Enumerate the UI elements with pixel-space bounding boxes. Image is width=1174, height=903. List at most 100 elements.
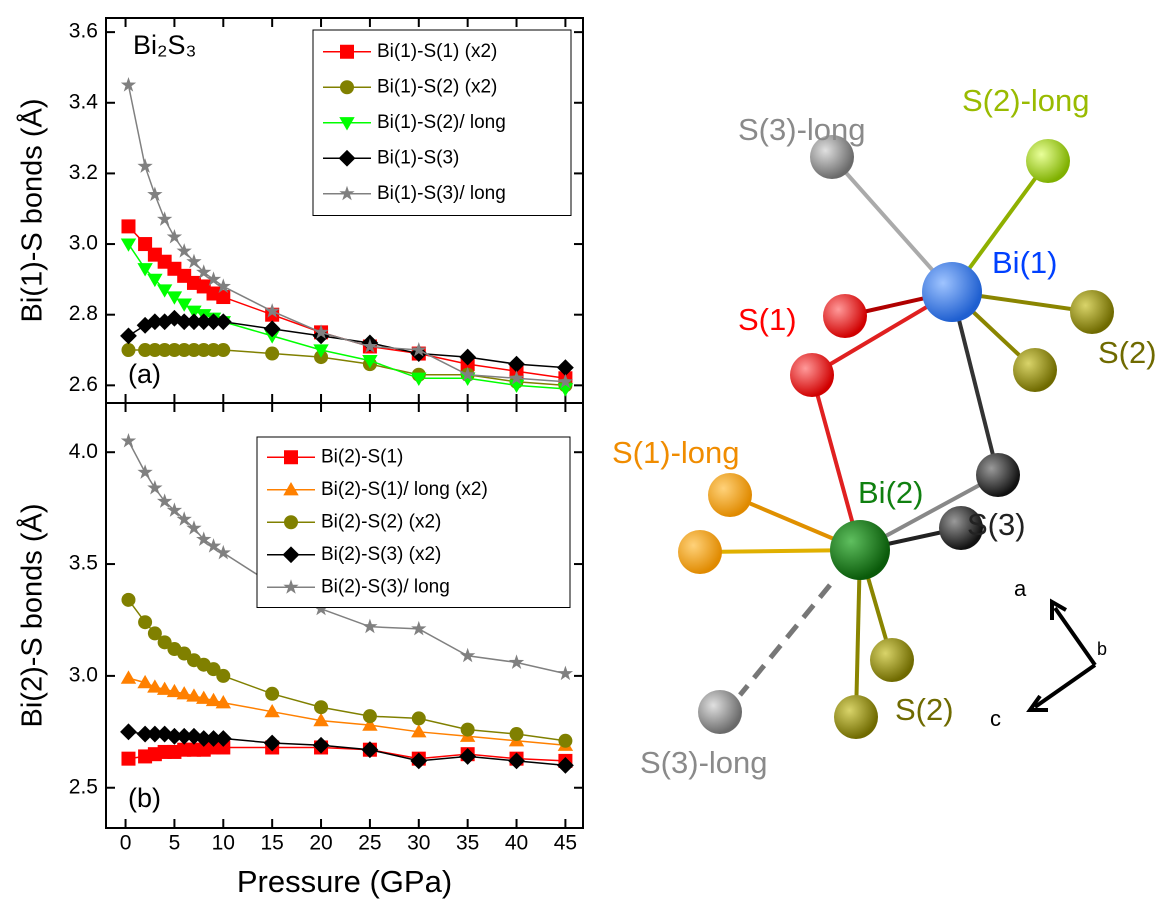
- axis-label: a: [1014, 576, 1027, 601]
- annotation: Bi₂S₃: [133, 30, 197, 60]
- plot-panel: 2.53.03.54.0051015202530354045Pressure (…: [16, 403, 583, 899]
- atom: [678, 530, 722, 574]
- marker: [461, 723, 475, 737]
- legend: Bi(2)-S(1) Bi(2)-S(1)/ long (x2) Bi(2)-S(2…: [257, 437, 570, 608]
- marker: [363, 709, 377, 723]
- axis-label: c: [990, 706, 1001, 731]
- atom-label: S(2): [1098, 335, 1157, 370]
- legend-label: Bi(2)-S(3) (x2): [321, 544, 441, 565]
- marker: [177, 243, 192, 258]
- legend-label: Bi(1)-S(3): [377, 147, 459, 168]
- marker: [265, 687, 279, 701]
- x-axis-title: Pressure (GPa): [237, 864, 452, 899]
- marker: [216, 343, 230, 357]
- axis-label: b: [1097, 639, 1107, 659]
- marker: [121, 433, 136, 448]
- marker: [121, 343, 135, 357]
- y-tick-label: 3.0: [69, 232, 98, 255]
- atom: [790, 353, 834, 397]
- atom: [1026, 139, 1070, 183]
- x-tick-label: 5: [169, 832, 181, 855]
- marker: [340, 80, 354, 94]
- atom: [1070, 290, 1114, 334]
- marker: [121, 670, 136, 683]
- marker: [216, 669, 230, 683]
- marker: [265, 347, 279, 361]
- atom: [823, 294, 867, 338]
- marker: [137, 464, 152, 479]
- marker: [362, 619, 377, 634]
- atoms: [678, 135, 1114, 739]
- y-tick-label: 3.2: [69, 161, 98, 184]
- legend-label: Bi(2)-S(1): [321, 446, 403, 467]
- x-tick-label: 0: [120, 832, 132, 855]
- annotation: (a): [128, 359, 161, 389]
- atom: [976, 453, 1020, 497]
- marker: [137, 158, 152, 173]
- legend-label: Bi(1)-S(3)/ long: [377, 183, 506, 204]
- y-tick-label: 3.0: [69, 663, 98, 686]
- marker: [167, 229, 182, 244]
- atom-label: S(3): [967, 507, 1026, 542]
- marker: [147, 187, 162, 202]
- atom-label: S(3)-long: [640, 745, 768, 780]
- x-tick-label: 35: [456, 832, 479, 855]
- legend: Bi(1)-S(1) (x2) Bi(1)-S(2) (x2) Bi(1)-S(2)…: [313, 30, 571, 216]
- page: {"chart_data": [ {"type": "line", "ylabe…: [0, 0, 1174, 903]
- atom: [698, 690, 742, 734]
- x-tick-label: 30: [407, 832, 430, 855]
- legend-label: Bi(1)-S(2)/ long: [377, 112, 506, 133]
- atom: [834, 695, 878, 739]
- marker: [147, 480, 162, 495]
- marker: [558, 734, 572, 748]
- plot-panel: 2.6 2.8 3.0 3.2 3.4 3.6 Bi(1)-S bonds (Å) Bi₂S₃…: [16, 18, 583, 403]
- atom: [922, 262, 982, 322]
- atom-label: S(1): [738, 302, 797, 337]
- atom-label: S(2): [895, 692, 954, 727]
- x-tick-label: 40: [505, 832, 528, 855]
- y-tick-label: 2.8: [69, 302, 98, 325]
- marker: [284, 450, 298, 464]
- marker: [340, 45, 354, 59]
- atom: [1013, 348, 1057, 392]
- y-tick-label: 2.6: [69, 373, 98, 396]
- annotation: (b): [128, 783, 161, 813]
- atom-label: Bi(2): [858, 475, 923, 510]
- atom-label: S(1)-long: [612, 435, 740, 470]
- crystal-structure: S(3)-long S(2)-long Bi(1) S(1) S(2) S(1)…: [612, 83, 1157, 780]
- marker: [157, 211, 172, 226]
- legend-label: Bi(1)-S(1) (x2): [377, 41, 497, 62]
- marker: [558, 383, 573, 396]
- atom: [870, 638, 914, 682]
- legend-label: Bi(2)-S(1)/ long (x2): [321, 479, 488, 500]
- y-tick-label: 4.0: [69, 440, 98, 463]
- marker: [216, 290, 230, 304]
- y-tick-label: 3.5: [69, 552, 98, 575]
- marker: [412, 711, 426, 725]
- figure: S(3)-long S(2)-long Bi(1) S(1) S(2) S(1)…: [0, 0, 1174, 903]
- marker: [121, 593, 135, 607]
- legend-label: Bi(2)-S(2) (x2): [321, 511, 441, 532]
- atom-label: Bi(1): [992, 245, 1057, 280]
- marker: [510, 727, 524, 741]
- marker: [120, 723, 137, 740]
- marker: [121, 77, 136, 92]
- x-tick-label: 10: [212, 832, 235, 855]
- marker: [460, 648, 475, 663]
- legend-label: Bi(2)-S(3)/ long: [321, 576, 450, 597]
- atom: [708, 473, 752, 517]
- y-axis-title: Bi(1)-S bonds (Å): [16, 98, 49, 322]
- series-line: [128, 600, 565, 741]
- bonds: [700, 157, 1092, 717]
- marker: [120, 327, 137, 344]
- atom-label: S(2)-long: [962, 83, 1090, 118]
- y-tick-label: 3.6: [69, 20, 98, 43]
- axes-triad: [1030, 602, 1095, 710]
- legend-label: Bi(1)-S(2) (x2): [377, 76, 497, 97]
- atom: [830, 520, 890, 580]
- x-tick-label: 20: [309, 832, 332, 855]
- y-tick-label: 3.4: [69, 90, 99, 113]
- marker: [121, 219, 135, 233]
- x-tick-label: 25: [358, 832, 381, 855]
- x-tick-label: 15: [260, 832, 283, 855]
